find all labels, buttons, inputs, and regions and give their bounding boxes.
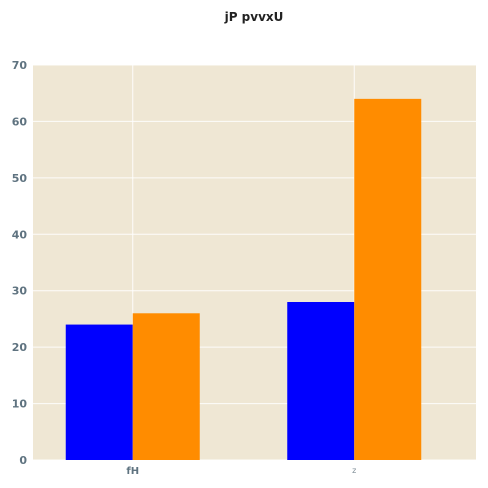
bar-fH-series-2: [133, 313, 200, 460]
chart-title: jP pvvxU: [224, 10, 284, 24]
x-axis-ticks: fH z: [126, 466, 356, 477]
y-tick-label: 0: [19, 454, 27, 467]
bar-z-series-2: [354, 99, 421, 460]
y-tick-label: 40: [12, 228, 28, 241]
y-tick-label: 60: [12, 115, 28, 128]
bar-fH-series-1: [66, 325, 133, 460]
x-tick-label: fH: [126, 466, 139, 477]
y-tick-label: 50: [12, 172, 28, 185]
bar-z-series-1: [287, 302, 354, 460]
x-tick-label: z: [352, 466, 356, 475]
y-axis-ticks: 0 10 20 30 40 50 60 70: [12, 59, 28, 467]
y-tick-label: 10: [12, 398, 28, 411]
y-tick-label: 70: [12, 59, 28, 72]
y-tick-label: 20: [12, 341, 28, 354]
y-tick-label: 30: [12, 285, 28, 298]
